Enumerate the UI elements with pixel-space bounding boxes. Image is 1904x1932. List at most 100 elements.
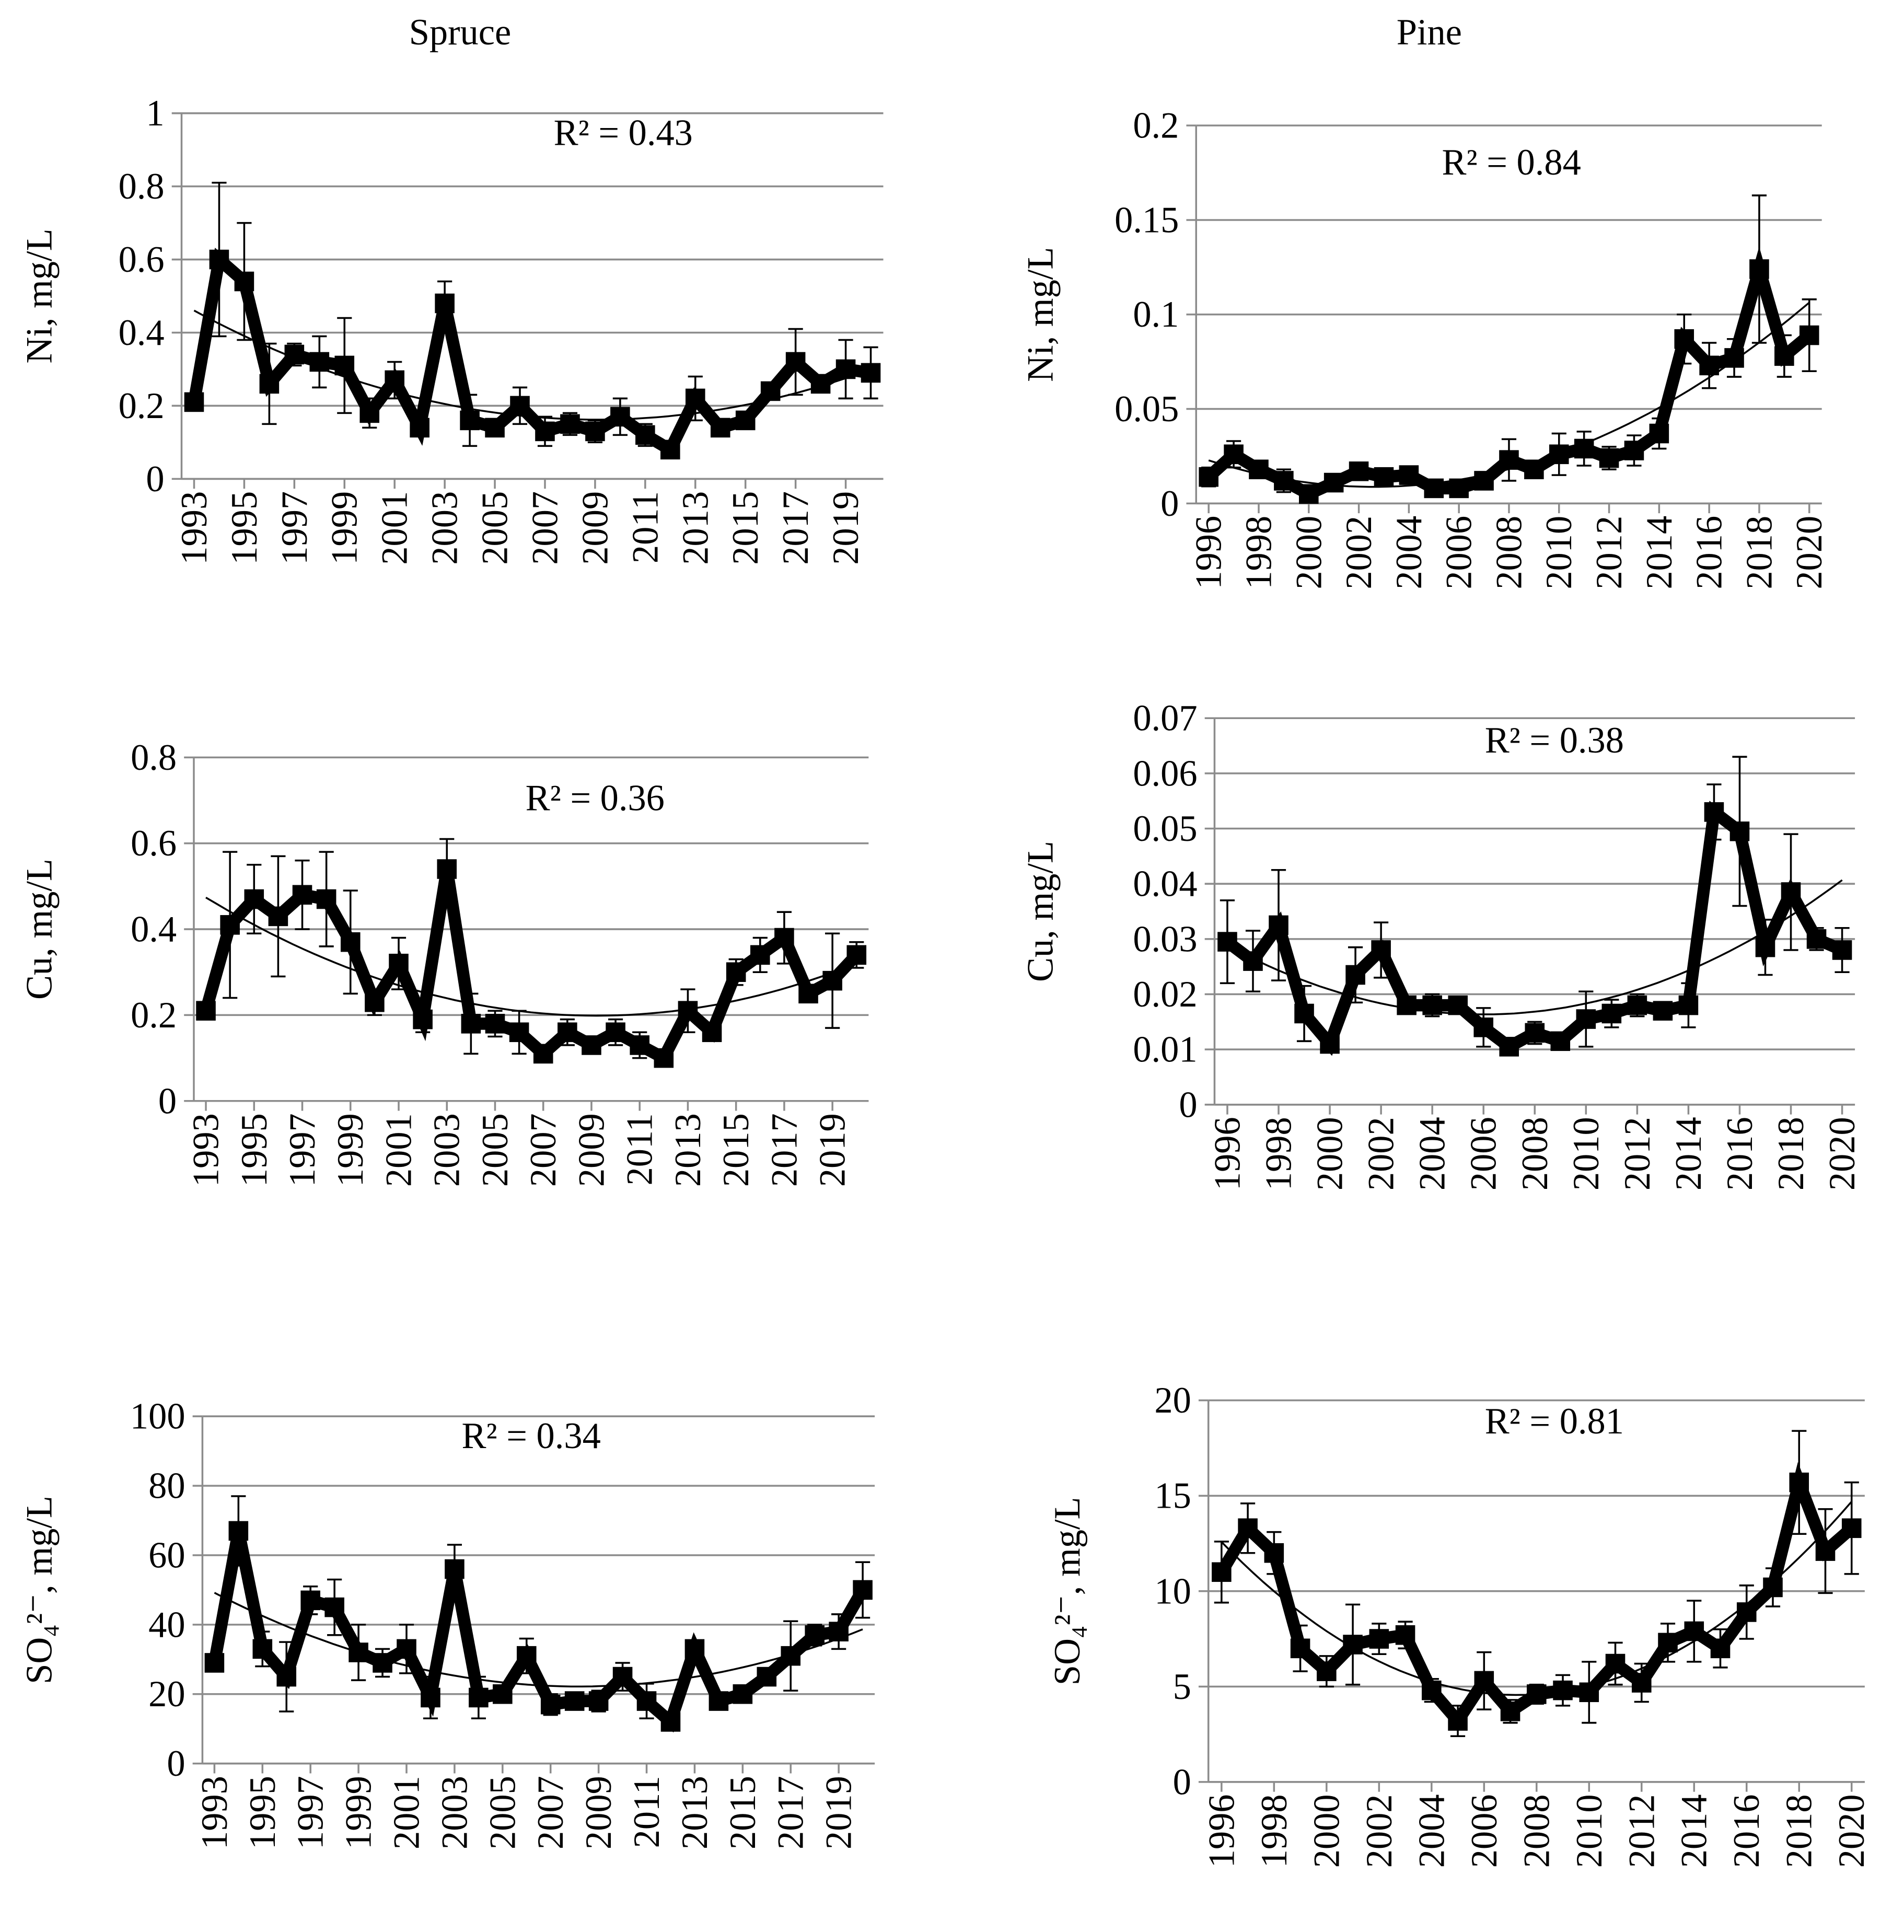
data-marker <box>1249 459 1269 480</box>
data-marker <box>1369 1629 1389 1649</box>
chart-4: 0 0.01 0.02 0.03 0.04 0.05 0.06 0.07 1996 1998 200… <box>1020 698 1863 1190</box>
data-marker <box>1474 471 1494 491</box>
x-tick-label: 2017 <box>764 1113 805 1187</box>
data-marker <box>798 984 818 1004</box>
data-marker <box>810 374 831 394</box>
data-marker <box>1763 1577 1783 1598</box>
data-marker <box>437 859 457 879</box>
data-marker <box>373 1653 392 1673</box>
x-tick-label: 2004 <box>1389 516 1430 589</box>
data-marker <box>435 293 455 314</box>
data-marker <box>861 363 881 383</box>
annotation: R² = 0.36 <box>526 778 665 818</box>
x-tick-label: 2008 <box>1516 1794 1557 1868</box>
chart-title: Spruce <box>409 12 512 53</box>
x-tick-label: 2006 <box>1464 1794 1505 1868</box>
data-marker <box>1448 995 1468 1015</box>
data-marker <box>1371 940 1391 960</box>
data-marker <box>445 1559 465 1579</box>
y-tick-label: 0.2 <box>119 386 165 426</box>
data-marker <box>1574 438 1594 459</box>
x-tick-label: 2009 <box>578 1776 619 1849</box>
y-tick-label: 0.2 <box>131 995 177 1036</box>
trendline <box>1227 879 1843 1015</box>
x-tick-label: 1997 <box>274 491 315 565</box>
data-marker <box>685 388 705 409</box>
data-marker <box>1199 467 1218 487</box>
x-tick-label: 2006 <box>1439 516 1480 589</box>
data-marker <box>1658 1633 1678 1653</box>
data-marker <box>733 1684 753 1704</box>
data-marker <box>1238 1518 1258 1538</box>
data-marker <box>1710 1638 1731 1659</box>
data-marker <box>1553 1680 1573 1700</box>
data-marker <box>1649 423 1669 444</box>
data-marker <box>1323 472 1344 493</box>
data-marker <box>654 1048 674 1068</box>
x-tick-label: 2004 <box>1412 1117 1453 1190</box>
data-marker <box>1789 1472 1809 1493</box>
data-marker <box>1320 1034 1340 1054</box>
y-axis-label: Ni, mg/L <box>19 228 60 363</box>
data-marker <box>461 1014 481 1034</box>
data-marker <box>316 889 336 909</box>
y-axis-label: SO₄²⁻, mg/L <box>19 1496 60 1684</box>
data-marker <box>726 962 746 982</box>
y-tick-label: 20 <box>148 1674 185 1715</box>
data-marker <box>710 418 730 438</box>
x-tick-label: 2008 <box>1489 516 1529 589</box>
x-tick-label: 2000 <box>1306 1794 1347 1868</box>
y-tick-label: 0.04 <box>1133 864 1197 905</box>
x-tick-label: 2012 <box>1621 1794 1662 1868</box>
x-tick-label: 2003 <box>427 1113 468 1187</box>
data-marker <box>735 410 756 431</box>
x-tick-label: 1999 <box>324 491 365 565</box>
data-marker <box>469 1687 489 1708</box>
data-marker <box>636 1691 657 1711</box>
data-marker <box>558 1022 577 1043</box>
data-marker <box>1755 937 1775 957</box>
x-tick-label: 2010 <box>1539 516 1580 589</box>
data-marker <box>413 1009 433 1029</box>
y-tick-label: 0 <box>1160 483 1179 524</box>
x-tick-label: 1996 <box>1189 516 1229 589</box>
data-marker <box>184 392 204 412</box>
data-marker <box>509 1022 529 1043</box>
data-marker <box>485 418 505 438</box>
data-marker <box>334 355 355 376</box>
data-marker <box>510 396 530 416</box>
data-line <box>208 1530 868 1733</box>
x-tick-label: 2014 <box>1674 1794 1715 1868</box>
data-marker <box>1799 325 1819 345</box>
x-tick-label: 2001 <box>378 1113 419 1187</box>
x-tick-label: 2015 <box>716 1113 757 1187</box>
y-tick-label: 0.02 <box>1133 974 1197 1015</box>
data-marker <box>1699 355 1719 376</box>
data-marker <box>397 1639 416 1659</box>
data-marker <box>324 1597 344 1617</box>
data-marker <box>678 1001 698 1021</box>
data-marker <box>702 1022 722 1043</box>
x-tick-label: 2001 <box>386 1776 427 1849</box>
x-tick-label: 2011 <box>626 1776 667 1848</box>
data-marker <box>560 414 580 434</box>
data-marker <box>276 1667 297 1687</box>
y-axis-label: Cu, mg/L <box>1020 841 1061 982</box>
y-tick-label: 0.01 <box>1133 1029 1197 1070</box>
y-tick-label: 5 <box>1173 1667 1191 1707</box>
chart-title: Pine <box>1397 12 1462 53</box>
chart-5: 0 20 40 60 80 100 1993 1995 1997 1999 2001 2003 2005… <box>19 1396 875 1849</box>
data-marker <box>1500 1702 1520 1721</box>
x-tick-label: 2011 <box>620 1113 660 1185</box>
data-marker <box>540 1694 561 1715</box>
data-marker <box>385 370 404 390</box>
y-tick-label: 0.03 <box>1133 919 1197 959</box>
y-tick-label: 0.06 <box>1133 753 1197 794</box>
y-tick-label: 0 <box>158 1081 177 1121</box>
data-marker <box>268 906 288 927</box>
x-tick-label: 2020 <box>1822 1117 1863 1190</box>
data-marker <box>485 1014 505 1034</box>
data-marker <box>1599 448 1619 468</box>
data-marker <box>1631 1673 1652 1693</box>
